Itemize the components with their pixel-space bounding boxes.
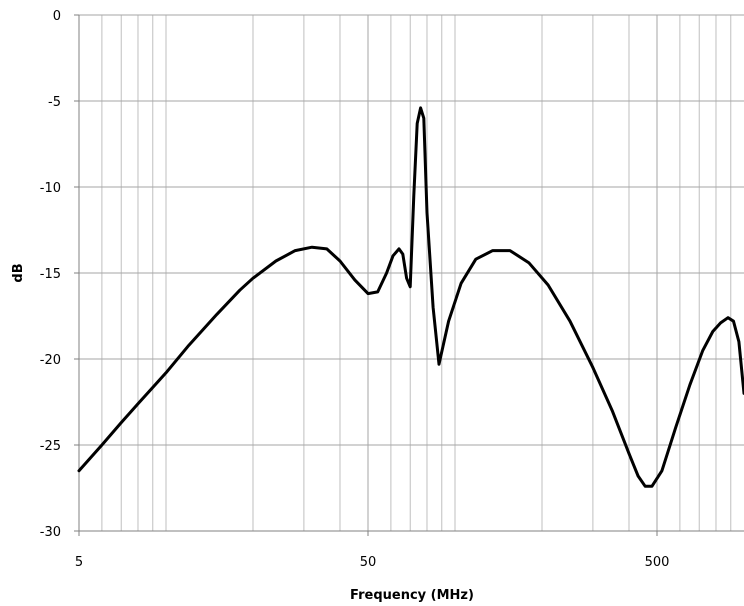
series-line <box>77 106 744 488</box>
x-tick-label: 500 <box>645 555 670 570</box>
y-tick-label: -15 <box>40 267 61 282</box>
axes <box>74 14 744 536</box>
y-tick-label: -30 <box>40 525 61 540</box>
y-tick-label: -20 <box>40 353 61 368</box>
x-axis-title: Frequency (MHz) <box>350 588 474 603</box>
y-tick-label: -25 <box>40 439 61 454</box>
y-tick-label: 0 <box>53 9 61 24</box>
series-layer <box>77 106 744 488</box>
y-axis-title: dB <box>11 263 26 282</box>
y-tick-label: -10 <box>40 181 61 196</box>
x-tick-label: 50 <box>360 555 377 570</box>
y-tick-label: -5 <box>48 95 61 110</box>
tick-labels: 0 -5 -10 -15 -20 -25 -30 5 50 500 <box>40 9 670 570</box>
x-tick-label: 5 <box>75 555 83 570</box>
